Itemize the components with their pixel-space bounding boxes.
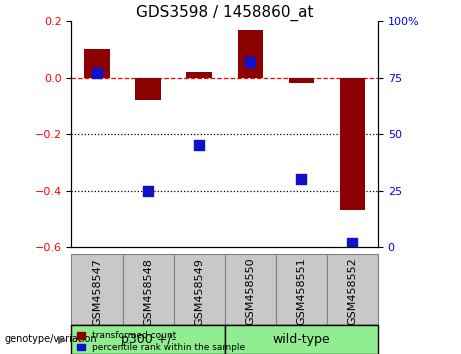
Text: p300 +/-: p300 +/- <box>120 333 176 346</box>
Bar <box>186 72 212 78</box>
Bar <box>174 254 225 325</box>
Bar <box>71 254 123 325</box>
Point <box>195 143 203 148</box>
Title: GDS3598 / 1458860_at: GDS3598 / 1458860_at <box>136 5 313 21</box>
Bar <box>289 78 314 83</box>
Text: genotype/variation: genotype/variation <box>5 335 97 344</box>
Text: GSM458551: GSM458551 <box>296 258 307 325</box>
Bar <box>340 78 365 210</box>
Text: GSM458552: GSM458552 <box>348 258 357 325</box>
Bar <box>327 254 378 325</box>
Point <box>349 240 356 245</box>
Text: GSM458548: GSM458548 <box>143 258 153 326</box>
Point <box>247 59 254 65</box>
Bar <box>136 78 161 100</box>
Bar <box>276 254 327 325</box>
Text: GSM458550: GSM458550 <box>245 258 255 325</box>
Bar <box>225 254 276 325</box>
Bar <box>84 50 110 78</box>
Point <box>93 70 100 76</box>
Bar <box>225 325 378 354</box>
Point <box>144 188 152 193</box>
Text: ▶: ▶ <box>59 335 67 344</box>
Bar <box>71 325 225 354</box>
Point <box>298 177 305 182</box>
Bar <box>123 254 174 325</box>
Text: GSM458549: GSM458549 <box>194 258 204 326</box>
Text: GSM458547: GSM458547 <box>92 258 102 326</box>
Text: wild-type: wild-type <box>272 333 330 346</box>
Bar <box>237 30 263 78</box>
Legend: transformed count, percentile rank within the sample: transformed count, percentile rank withi… <box>76 331 246 353</box>
